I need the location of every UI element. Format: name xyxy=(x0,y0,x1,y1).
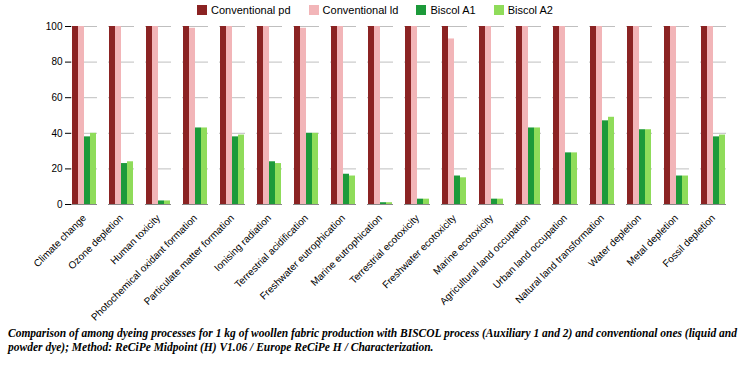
html-text:Biscol A2: Biscol A2 xyxy=(507,4,553,16)
svg-text:60: 60 xyxy=(51,92,63,103)
svg-text:Urban land occupation: Urban land occupation xyxy=(491,212,570,291)
svg-text:Human toxicity: Human toxicity xyxy=(108,212,163,267)
svg-text:Ionising radiation: Ionising radiation xyxy=(211,212,274,274)
html-text:Comparison of among dyeing pro: Comparison of among dyeing processes for… xyxy=(8,327,737,353)
svg-text:Ozone depletion: Ozone depletion xyxy=(65,212,126,272)
svg-text:Marine ecotoxicity: Marine ecotoxicity xyxy=(431,212,495,276)
html-text:Conventional ld: Conventional ld xyxy=(322,4,399,16)
svg-text:Terrestrial acidification: Terrestrial acidification xyxy=(232,212,310,290)
svg-text:40: 40 xyxy=(51,128,63,139)
html-text:Biscol A1: Biscol A1 xyxy=(430,4,476,16)
svg-text:Water depletion: Water depletion xyxy=(586,212,644,270)
svg-text:20: 20 xyxy=(51,163,63,174)
svg-text:Particulate matter formation: Particulate matter formation xyxy=(141,212,237,307)
svg-text:100: 100 xyxy=(46,21,63,32)
svg-text:Fossil depletion: Fossil depletion xyxy=(660,212,717,269)
svg-text:Metal depletion: Metal depletion xyxy=(624,212,681,268)
svg-text:Natural land transformation: Natural land transformation xyxy=(513,212,607,306)
svg-text:Climate change: Climate change xyxy=(31,212,89,270)
svg-text:Agricultural land occupation: Agricultural land occupation xyxy=(437,212,533,307)
html-text:Conventional pd: Conventional pd xyxy=(211,4,291,16)
svg-text:Freshwater eutrophication: Freshwater eutrophication xyxy=(257,212,348,302)
svg-text:0: 0 xyxy=(57,199,63,210)
svg-text:80: 80 xyxy=(51,56,63,67)
svg-text:Freshwater ecotoxicity: Freshwater ecotoxicity xyxy=(380,212,458,290)
svg-text:Terrestrial ecotoxicity: Terrestrial ecotoxicity xyxy=(347,212,421,286)
svg-text:Marine eutrophication: Marine eutrophication xyxy=(308,212,384,288)
svg-text:Photochemical oxidant formatio: Photochemical oxidant formation xyxy=(88,212,200,323)
